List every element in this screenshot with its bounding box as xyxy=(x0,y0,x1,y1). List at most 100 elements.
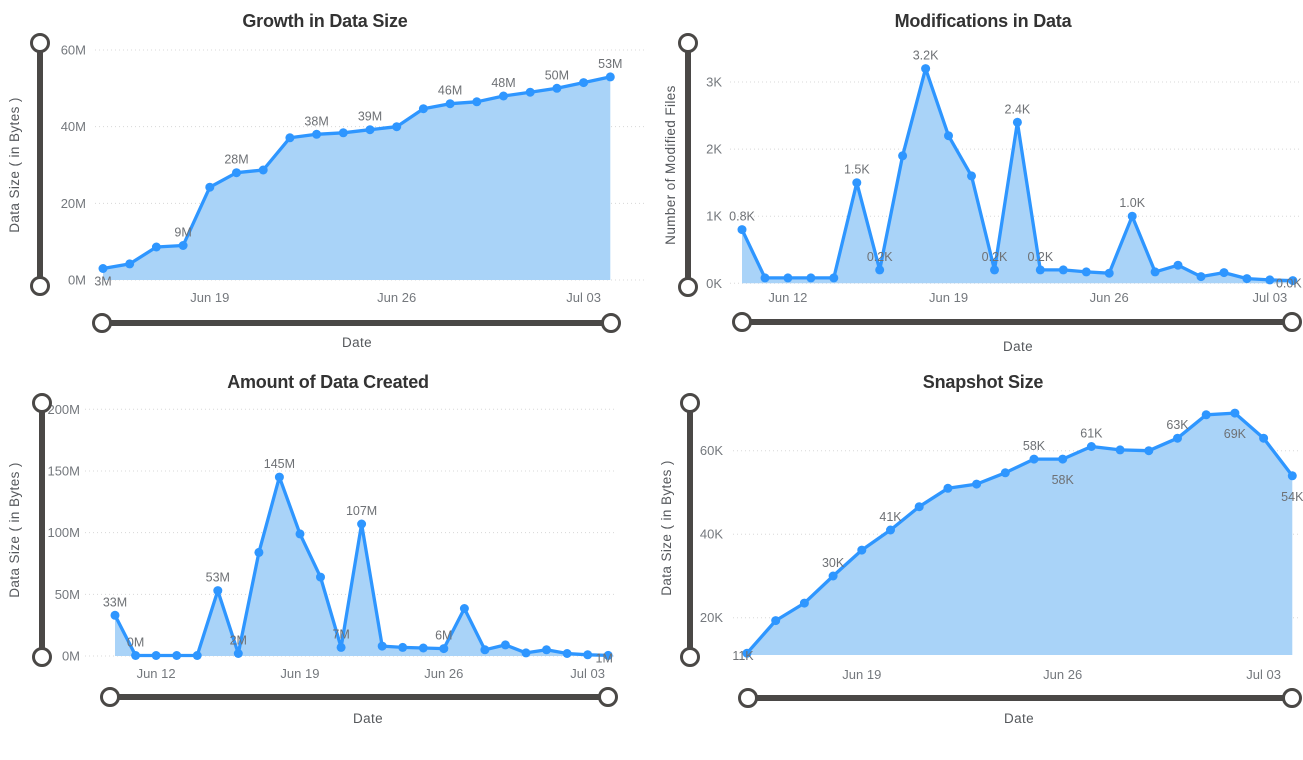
data-point[interactable] xyxy=(1144,446,1154,456)
data-point[interactable] xyxy=(1115,445,1125,455)
data-point[interactable] xyxy=(1265,275,1275,285)
data-point[interactable] xyxy=(151,242,161,252)
data-point[interactable] xyxy=(742,648,752,658)
data-point[interactable] xyxy=(944,131,953,141)
data-point[interactable] xyxy=(921,64,931,74)
data-point[interactable] xyxy=(499,91,508,101)
data-point[interactable] xyxy=(295,529,305,539)
data-point[interactable] xyxy=(418,104,428,114)
data-point[interactable] xyxy=(336,642,346,652)
data-point[interactable] xyxy=(151,651,161,660)
data-point[interactable] xyxy=(418,643,428,653)
data-point[interactable] xyxy=(254,547,264,557)
h-slider-handle-left[interactable] xyxy=(100,687,120,707)
data-point[interactable] xyxy=(583,650,593,660)
data-point[interactable] xyxy=(125,259,135,269)
h-slider-handle-left[interactable] xyxy=(732,312,752,332)
data-point[interactable] xyxy=(110,610,120,620)
data-point[interactable] xyxy=(771,616,781,626)
data-point[interactable] xyxy=(439,644,449,654)
data-point[interactable] xyxy=(1219,268,1229,278)
v-slider-handle-top[interactable] xyxy=(32,393,52,413)
data-point[interactable] xyxy=(737,225,747,235)
data-point[interactable] xyxy=(192,651,202,660)
data-point[interactable] xyxy=(857,545,867,555)
data-point[interactable] xyxy=(1035,265,1045,275)
data-point[interactable] xyxy=(377,641,387,651)
data-point[interactable] xyxy=(886,525,895,535)
data-point[interactable] xyxy=(1029,454,1039,464)
data-point[interactable] xyxy=(398,642,408,652)
h-slider-handle-right[interactable] xyxy=(601,313,621,333)
data-point[interactable] xyxy=(1000,468,1010,478)
data-point[interactable] xyxy=(1201,410,1211,420)
data-point[interactable] xyxy=(1012,117,1022,127)
data-point[interactable] xyxy=(990,265,999,275)
data-point[interactable] xyxy=(829,273,839,283)
data-point[interactable] xyxy=(178,241,188,250)
data-point[interactable] xyxy=(898,151,908,161)
data-point[interactable] xyxy=(392,122,402,132)
data-point[interactable] xyxy=(967,171,976,181)
data-point[interactable] xyxy=(525,87,535,97)
data-point[interactable] xyxy=(1230,408,1240,418)
data-point[interactable] xyxy=(213,586,223,596)
data-point[interactable] xyxy=(760,273,770,283)
data-point[interactable] xyxy=(1259,433,1269,443)
data-point[interactable] xyxy=(603,650,613,660)
data-point[interactable] xyxy=(338,128,348,138)
data-point[interactable] xyxy=(445,99,455,109)
v-slider-handle-bottom[interactable] xyxy=(30,276,50,296)
data-point[interactable] xyxy=(875,265,885,275)
v-slider-handle-bottom[interactable] xyxy=(32,647,52,667)
data-point[interactable] xyxy=(799,598,809,608)
data-point[interactable] xyxy=(852,178,862,188)
data-point[interactable] xyxy=(972,479,982,489)
v-slider-handle-top[interactable] xyxy=(680,393,700,413)
data-point[interactable] xyxy=(131,651,141,660)
data-point[interactable] xyxy=(914,502,924,512)
data-point[interactable] xyxy=(552,83,562,93)
data-point[interactable] xyxy=(205,182,215,192)
data-point[interactable] xyxy=(232,168,241,178)
data-point[interactable] xyxy=(1287,471,1297,481)
data-point[interactable] xyxy=(316,572,325,582)
data-point[interactable] xyxy=(783,273,793,283)
data-point[interactable] xyxy=(357,519,367,529)
data-point[interactable] xyxy=(312,129,322,139)
data-point[interactable] xyxy=(562,649,572,658)
data-point[interactable] xyxy=(1081,267,1091,277)
data-point[interactable] xyxy=(233,649,243,658)
data-point[interactable] xyxy=(98,264,108,273)
data-point[interactable] xyxy=(1104,268,1114,278)
v-slider-handle-top[interactable] xyxy=(30,33,50,53)
h-slider-handle-right[interactable] xyxy=(1282,688,1302,708)
data-point[interactable] xyxy=(1086,442,1096,451)
data-point[interactable] xyxy=(285,133,295,143)
data-point[interactable] xyxy=(365,125,375,135)
data-point[interactable] xyxy=(521,648,531,658)
data-point[interactable] xyxy=(806,273,816,283)
data-point[interactable] xyxy=(1196,272,1206,282)
data-point[interactable] xyxy=(1058,265,1068,275)
h-slider-handle-left[interactable] xyxy=(92,313,112,333)
data-point[interactable] xyxy=(459,604,469,613)
data-point[interactable] xyxy=(1127,211,1137,221)
data-point[interactable] xyxy=(542,645,551,655)
v-slider-handle-bottom[interactable] xyxy=(680,647,700,667)
data-point[interactable] xyxy=(480,645,490,655)
data-point[interactable] xyxy=(1150,267,1160,277)
data-point[interactable] xyxy=(579,78,589,88)
data-point[interactable] xyxy=(1173,260,1183,270)
data-point[interactable] xyxy=(1242,274,1252,284)
v-slider-handle-top[interactable] xyxy=(678,33,698,53)
data-point[interactable] xyxy=(172,651,182,660)
data-point[interactable] xyxy=(1173,433,1182,443)
h-slider-handle-right[interactable] xyxy=(598,687,618,707)
data-point[interactable] xyxy=(828,571,838,581)
data-point[interactable] xyxy=(943,483,953,493)
h-slider-handle-right[interactable] xyxy=(1282,312,1302,332)
data-point[interactable] xyxy=(258,165,268,175)
data-point[interactable] xyxy=(1288,276,1298,286)
data-point[interactable] xyxy=(500,640,510,650)
